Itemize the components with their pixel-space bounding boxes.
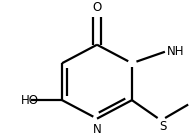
Text: HO: HO	[21, 94, 39, 107]
Text: NH: NH	[167, 45, 184, 58]
Text: N: N	[93, 123, 101, 136]
Text: O: O	[92, 2, 102, 14]
Text: S: S	[159, 120, 166, 133]
